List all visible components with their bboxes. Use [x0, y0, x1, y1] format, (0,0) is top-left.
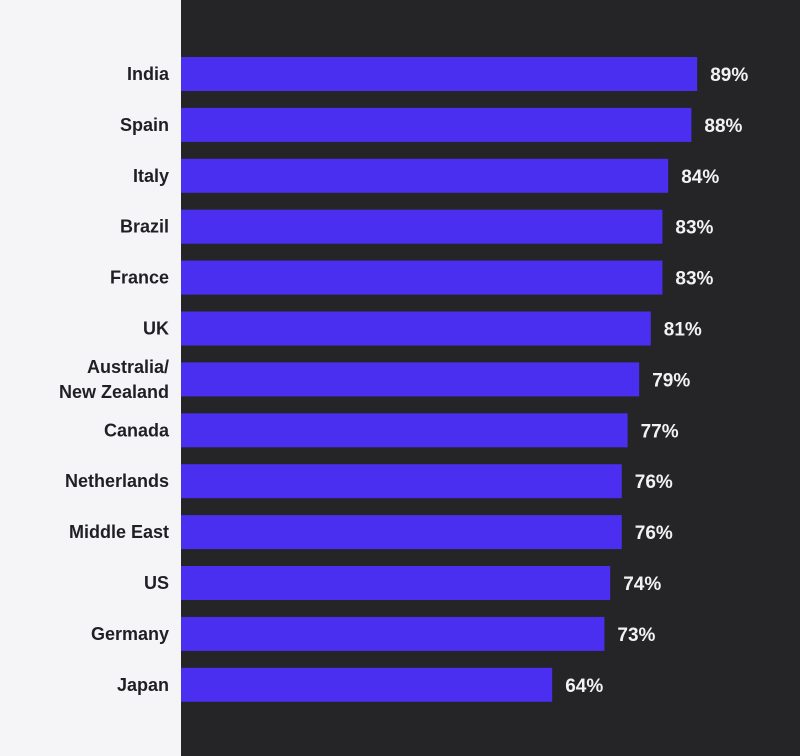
- bar-canada: [181, 413, 628, 448]
- category-label-japan: Japan: [117, 675, 169, 695]
- bar-us: [181, 566, 611, 600]
- bar-brazil: [181, 209, 663, 244]
- bar-spain: [181, 107, 692, 142]
- category-label-italy: Italy: [133, 166, 169, 186]
- value-label-australia-new-zealand: 79%: [652, 370, 690, 391]
- value-labels-group: 89% 88% 84% 83% 83% 81% 79% 77% 76% 76% 74% 73% 64%: [565, 65, 748, 697]
- category-label-brazil: Brazil: [120, 217, 169, 237]
- value-label-india: 89%: [710, 65, 748, 86]
- category-label-canada: Canada: [104, 420, 170, 440]
- label-panel: [0, 0, 181, 756]
- value-label-germany: 73%: [617, 625, 655, 646]
- category-label-middle-east: Middle East: [69, 522, 169, 542]
- bar-india: [181, 57, 698, 91]
- category-label-india: India: [127, 64, 170, 84]
- value-label-middle-east: 76%: [635, 523, 673, 544]
- category-label-netherlands: Netherlands: [65, 471, 169, 491]
- value-label-japan: 64%: [565, 676, 603, 697]
- bar-germany: [181, 616, 605, 651]
- bar-middle-east: [181, 515, 622, 550]
- bars-group: [181, 57, 698, 702]
- category-label-us: US: [144, 573, 169, 593]
- value-label-uk: 81%: [664, 320, 702, 341]
- value-label-italy: 84%: [681, 167, 719, 188]
- category-label-uk: UK: [143, 319, 169, 339]
- category-label-spain: Spain: [120, 115, 169, 135]
- value-label-netherlands: 76%: [635, 472, 673, 493]
- value-label-spain: 88%: [704, 116, 742, 137]
- value-label-brazil: 83%: [675, 218, 713, 239]
- category-labels-group: India Spain Italy Brazil France UK Australia/N…: [59, 64, 170, 695]
- category-label-australia-new-zealand: Australia/New Zealand: [59, 357, 169, 402]
- bar-australia-new-zealand: [181, 362, 640, 397]
- category-label-germany: Germany: [91, 624, 169, 644]
- value-label-canada: 77%: [641, 421, 679, 442]
- bar-japan: [181, 667, 553, 702]
- value-label-us: 74%: [623, 574, 661, 595]
- bar-uk: [181, 311, 651, 346]
- category-label-france: France: [110, 268, 169, 288]
- bar-netherlands: [181, 464, 622, 499]
- value-label-france: 83%: [675, 269, 713, 290]
- bar-france: [181, 260, 663, 295]
- bar-italy: [181, 158, 669, 193]
